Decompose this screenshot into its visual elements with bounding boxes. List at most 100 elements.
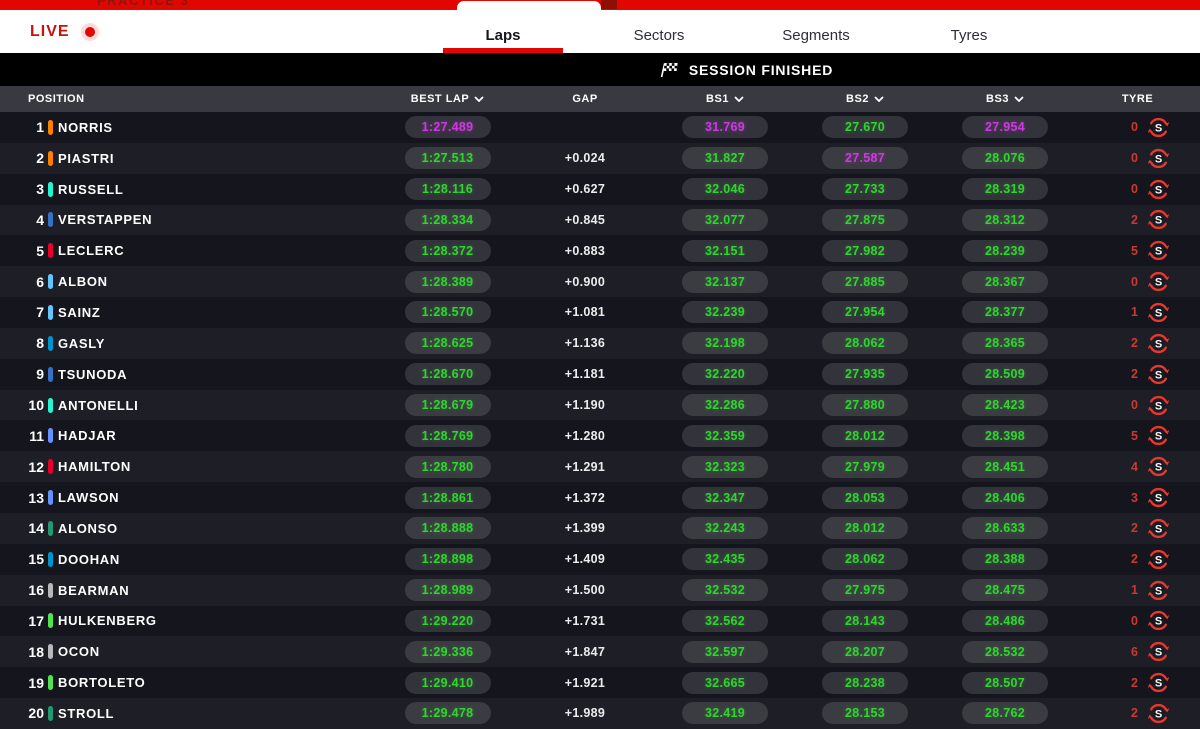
- driver-row[interactable]: 19 BORTOLETO 1:29.410 +1.921 32.665 28.2…: [0, 667, 1200, 699]
- gap-value: +1.921: [564, 675, 606, 690]
- bs3-pill: 28.367: [962, 270, 1048, 293]
- driver-row[interactable]: 17 HULKENBERG 1:29.220 +1.731 32.562 28.…: [0, 605, 1200, 637]
- driver-row[interactable]: 3 RUSSELL 1:28.116 +0.627 32.046 27.733 …: [0, 173, 1200, 205]
- team-color-bar: [47, 212, 53, 228]
- tyre-compound-letter: S: [1155, 523, 1162, 535]
- masthead-bar: PRACTICE 3: [0, 0, 1200, 10]
- soft-tyre-icon: S: [1147, 424, 1170, 447]
- team-color-bar: [47, 181, 53, 197]
- driver-name: STROLL: [58, 705, 115, 721]
- column-header-bs3[interactable]: BS3: [935, 93, 1075, 105]
- driver-row[interactable]: 15 DOOHAN 1:28.898 +1.409 32.435 28.062 …: [0, 543, 1200, 575]
- driver-name: ALBON: [58, 274, 108, 290]
- session-status-banner: SESSION FINISHED: [0, 53, 1200, 86]
- bs1-pill: 32.359: [682, 424, 768, 447]
- team-color-bar: [47, 428, 53, 444]
- driver-row[interactable]: 12 HAMILTON 1:28.780 +1.291 32.323 27.97…: [0, 451, 1200, 483]
- gap-value: +1.399: [564, 521, 606, 536]
- live-dot-icon: [84, 26, 95, 37]
- best-lap-pill: 1:29.336: [404, 640, 491, 663]
- tyre-compound-letter: S: [1155, 276, 1162, 288]
- tab-sectors[interactable]: Sectors: [633, 27, 685, 44]
- driver-row[interactable]: 4 VERSTAPPEN 1:28.334 +0.845 32.077 27.8…: [0, 204, 1200, 236]
- driver-name: SAINZ: [58, 304, 101, 320]
- tab-laps[interactable]: Laps: [485, 27, 521, 44]
- driver-row[interactable]: 13 LAWSON 1:28.861 +1.372 32.347 28.053 …: [0, 482, 1200, 513]
- driver-row[interactable]: 11 HADJAR 1:28.769 +1.280 32.359 28.012 …: [0, 420, 1200, 452]
- team-color-bar: [47, 551, 53, 567]
- driver-row[interactable]: 7 SAINZ 1:28.570 +1.081 32.239 27.954 28…: [0, 297, 1200, 328]
- driver-name: GASLY: [58, 335, 106, 351]
- driver-row[interactable]: 14 ALONSO 1:28.888 +1.399 32.243 28.012 …: [0, 512, 1200, 544]
- best-lap-pill: 1:28.769: [404, 424, 491, 447]
- best-lap-pill: 1:28.861: [404, 486, 491, 509]
- bs1-pill: 32.220: [682, 363, 768, 386]
- bs1-pill: 32.323: [682, 455, 768, 478]
- bs3-pill: 27.954: [962, 116, 1048, 139]
- column-header-best-lap[interactable]: BEST LAP: [380, 93, 515, 105]
- bs3-pill: 28.475: [962, 579, 1048, 602]
- checkered-flag-icon: [659, 62, 679, 78]
- driver-name: VERSTAPPEN: [58, 212, 153, 228]
- bs1-pill: 31.769: [682, 116, 768, 139]
- tyre-count: 1: [1131, 305, 1138, 320]
- driver-row[interactable]: 9 TSUNODA 1:28.670 +1.181 32.220 27.935 …: [0, 358, 1200, 390]
- driver-row[interactable]: 1 NORRIS 1:27.489 31.769 27.670 27.954 0…: [0, 112, 1200, 143]
- position-number: 7: [36, 304, 44, 321]
- bs1-pill: 32.419: [682, 702, 768, 725]
- team-color-bar: [47, 243, 53, 259]
- bs3-pill: 28.507: [962, 671, 1048, 694]
- bs2-pill: 27.880: [822, 394, 908, 417]
- driver-row[interactable]: 2 PIASTRI 1:27.513 +0.024 31.827 27.587 …: [0, 142, 1200, 174]
- bs2-pill: 28.062: [822, 548, 908, 571]
- tyre-compound-letter: S: [1155, 122, 1162, 134]
- position-number: 14: [28, 520, 44, 537]
- driver-name: HULKENBERG: [58, 613, 157, 629]
- bs3-pill: 28.377: [962, 301, 1048, 324]
- best-lap-pill: 1:29.220: [404, 609, 491, 632]
- tyre-count: 2: [1131, 706, 1138, 721]
- driver-name: TSUNODA: [58, 366, 128, 382]
- bs2-pill: 28.012: [822, 517, 908, 540]
- team-color-bar: [47, 397, 53, 413]
- bs2-pill: 27.975: [822, 579, 908, 602]
- driver-row[interactable]: 18 OCON 1:29.336 +1.847 32.597 28.207 28…: [0, 636, 1200, 668]
- column-header-bs2[interactable]: BS2: [795, 93, 935, 105]
- tab-segments[interactable]: Segments: [782, 27, 850, 44]
- column-header-bs1[interactable]: BS1: [655, 93, 795, 105]
- driver-row[interactable]: 16 BEARMAN 1:28.989 +1.500 32.532 27.975…: [0, 574, 1200, 606]
- tyre-count: 0: [1131, 274, 1138, 289]
- driver-row[interactable]: 5 LECLERC 1:28.372 +0.883 32.151 27.982 …: [0, 235, 1200, 267]
- session-title: PRACTICE 3: [97, 0, 190, 8]
- driver-row[interactable]: 8 GASLY 1:28.625 +1.136 32.198 28.062 28…: [0, 327, 1200, 359]
- tyre-compound-letter: S: [1155, 369, 1162, 381]
- column-header-tyre: TYRE: [1121, 93, 1154, 105]
- bs1-pill: 32.347: [682, 486, 768, 509]
- bs2-pill: 27.885: [822, 270, 908, 293]
- tab-tyres[interactable]: Tyres: [950, 27, 988, 44]
- bs3-pill: 28.486: [962, 609, 1048, 632]
- driver-row[interactable]: 10 ANTONELLI 1:28.679 +1.190 32.286 27.8…: [0, 389, 1200, 421]
- driver-name: ALONSO: [58, 520, 118, 536]
- active-tab-underline: [443, 48, 563, 53]
- tyre-count: 0: [1131, 120, 1138, 135]
- gap-value: +1.181: [564, 367, 606, 382]
- best-lap-pill: 1:28.679: [404, 394, 491, 417]
- gap-value: +1.989: [564, 706, 606, 721]
- best-lap-pill: 1:28.116: [404, 178, 491, 201]
- best-lap-pill: 1:28.670: [404, 363, 491, 386]
- soft-tyre-icon: S: [1147, 548, 1170, 571]
- bs2-pill: 27.875: [822, 208, 908, 231]
- bs2-pill: 27.587: [822, 147, 908, 170]
- driver-row[interactable]: 20 STROLL 1:29.478 +1.989 32.419 28.153 …: [0, 698, 1200, 729]
- gap-value: +1.847: [564, 644, 606, 659]
- sort-chevron-icon: [874, 96, 884, 102]
- bs2-pill: 27.670: [822, 116, 908, 139]
- team-color-bar: [47, 335, 53, 351]
- tyre-count: 0: [1131, 151, 1138, 166]
- gap-value: +1.731: [564, 613, 606, 628]
- position-number: 3: [36, 181, 44, 198]
- best-lap-pill: 1:28.570: [404, 301, 491, 324]
- position-number: 9: [36, 366, 44, 383]
- driver-row[interactable]: 6 ALBON 1:28.389 +0.900 32.137 27.885 28…: [0, 266, 1200, 298]
